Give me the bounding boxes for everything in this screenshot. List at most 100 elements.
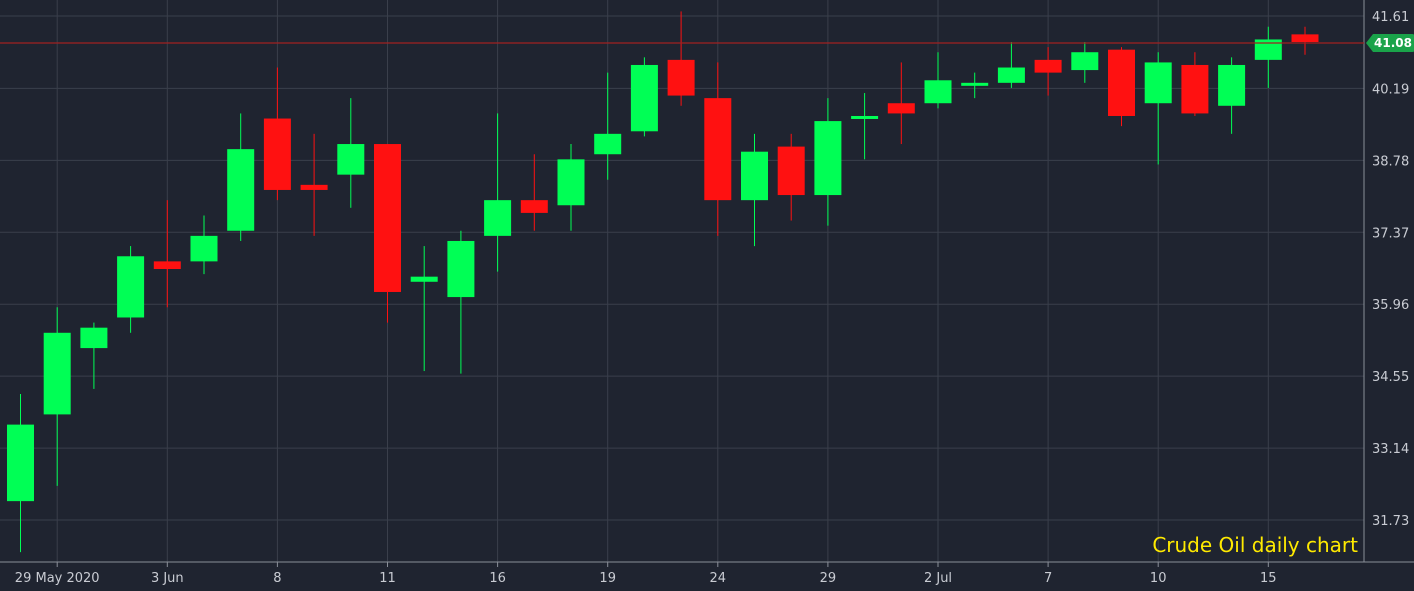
candle (741, 133, 768, 247)
candle (447, 230, 475, 374)
candle-body (557, 159, 585, 206)
candle (557, 144, 585, 231)
candle (777, 133, 805, 221)
candle-body (117, 256, 145, 318)
candle-body (667, 59, 695, 96)
time-axis-labels: 29 May 2020 3 Jun 8 11 16 19 24 29 2 Jul 7 10 15 (15, 562, 1277, 586)
time-tick-label: 7 (1044, 571, 1052, 586)
price-axis-labels: 41.61 40.19 38.78 37.37 35.96 34.55 33.14 31.73 (1372, 10, 1409, 529)
candle-body (300, 184, 328, 190)
candle (924, 52, 952, 109)
time-tick-label: 15 (1260, 571, 1277, 586)
current-price-badge-shape (1366, 34, 1414, 53)
candle-body (704, 98, 732, 201)
current-price-badge: 41.08 (1366, 34, 1414, 53)
candle-body (43, 332, 71, 415)
price-tick-label: 38.78 (1372, 154, 1409, 169)
candle-body (447, 240, 475, 298)
time-tick-label: 3 Jun (151, 571, 184, 586)
candle-body (484, 200, 512, 236)
candle (1071, 42, 1099, 83)
candle (300, 133, 328, 236)
candle-body (227, 149, 255, 231)
candle (1291, 26, 1319, 55)
candle (520, 154, 548, 231)
candle-body (1034, 59, 1062, 73)
candle (1034, 47, 1062, 96)
candle (814, 98, 842, 226)
candle (117, 246, 145, 333)
candle (961, 72, 989, 99)
candle (263, 67, 291, 201)
price-tick-label: 34.55 (1372, 370, 1409, 385)
time-tick-label: 24 (710, 571, 727, 586)
candle-body (1218, 64, 1246, 106)
time-tick-label: 29 May 2020 (15, 571, 100, 586)
time-tick-label: 11 (379, 571, 396, 586)
candle-body (961, 82, 989, 86)
candle-body (741, 151, 768, 201)
candle-body (814, 121, 842, 196)
candle (1218, 57, 1246, 134)
time-tick-label: 29 (820, 571, 837, 586)
current-price-label: 41.08 (1374, 36, 1412, 50)
time-tick-label: 8 (273, 571, 281, 586)
candle-body (851, 115, 879, 119)
candle (594, 72, 622, 180)
candle-body (1144, 62, 1172, 104)
candle-body (924, 80, 952, 104)
candle (153, 200, 181, 308)
candle (630, 57, 658, 137)
candle (1144, 52, 1172, 165)
price-tick-label: 31.73 (1372, 514, 1409, 529)
candle (887, 62, 915, 145)
candle-body (80, 327, 108, 349)
candle (667, 11, 695, 106)
candle (851, 93, 879, 160)
candles (7, 11, 1319, 553)
candle-body (190, 235, 218, 262)
candle-body (777, 146, 805, 196)
candle-body (594, 133, 622, 155)
candle-body (997, 67, 1025, 83)
time-tick-label: 10 (1150, 571, 1167, 586)
candle-body (630, 64, 658, 132)
time-tick-label: 16 (489, 571, 506, 586)
candle-body (520, 200, 548, 213)
candle-body (153, 261, 181, 270)
candle (1108, 47, 1135, 127)
price-tick-label: 33.14 (1372, 442, 1409, 457)
candle (704, 62, 732, 236)
candle-body (887, 103, 915, 114)
candle-body (374, 144, 401, 292)
candle-body (263, 118, 291, 190)
candle (43, 307, 71, 486)
price-tick-label: 37.37 (1372, 226, 1409, 241)
price-tick-label: 35.96 (1372, 298, 1409, 313)
candle-body (7, 424, 34, 502)
candle-body (1181, 64, 1209, 114)
candle (337, 98, 365, 208)
time-tick-label: 19 (599, 571, 616, 586)
candle (410, 246, 438, 372)
candle (1181, 52, 1209, 116)
candle-body (1291, 34, 1319, 43)
candle (374, 144, 401, 323)
candle (190, 215, 218, 275)
candle-body (337, 144, 365, 175)
time-tick-label: 2 Jul (924, 571, 952, 586)
chart-caption: Crude Oil daily chart (1152, 533, 1358, 557)
candle (1254, 26, 1282, 88)
price-tick-label: 41.61 (1372, 10, 1409, 25)
candle (997, 42, 1025, 88)
candle (484, 113, 512, 272)
candle-body (1254, 39, 1282, 60)
candle-body (1071, 52, 1099, 71)
candle-body (1108, 49, 1135, 116)
price-tick-label: 40.19 (1372, 82, 1409, 97)
candle (227, 113, 255, 241)
candle (80, 322, 108, 389)
candle-body (410, 276, 438, 282)
